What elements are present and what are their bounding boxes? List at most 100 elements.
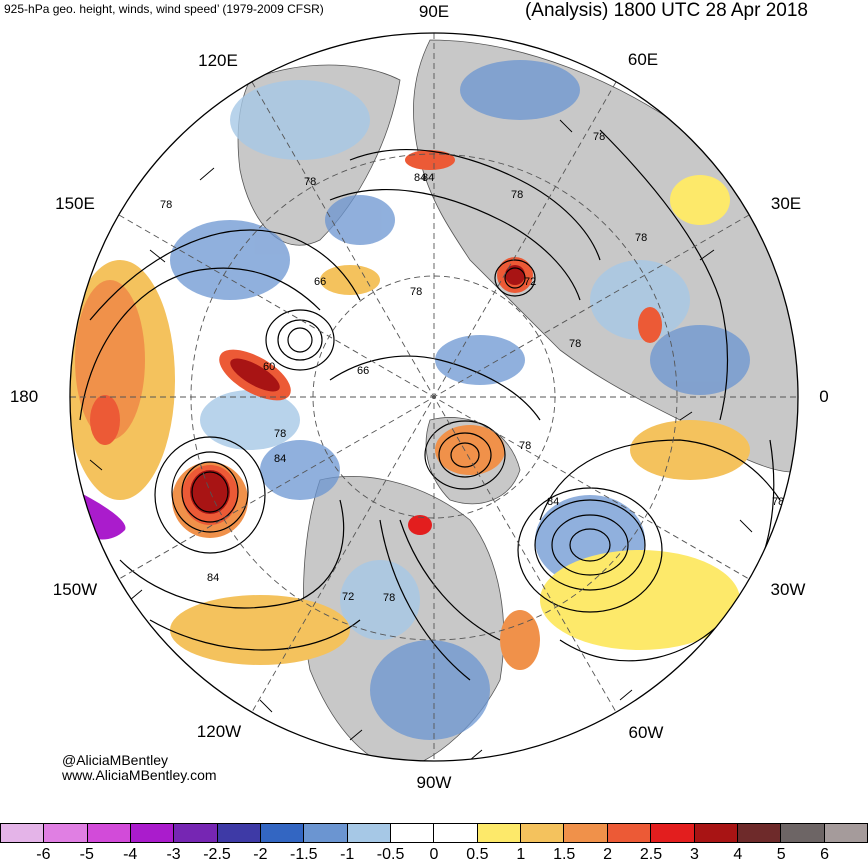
contour-line [379, 519, 471, 681]
anomaly-patch [500, 610, 540, 670]
contour-label: 78 [635, 232, 647, 244]
colorbar-cell [823, 823, 868, 843]
colorbar-cell [736, 823, 782, 843]
contour-line [265, 309, 335, 371]
colorbar-cell [346, 823, 392, 843]
lon-label-0: 0 [819, 387, 829, 406]
latitude-circle [190, 153, 678, 641]
credit-handle: @AliciaMBentley [62, 752, 169, 768]
colorbar-cell [43, 823, 88, 843]
contour-label: 84 [207, 572, 219, 584]
contour-label: 78 [511, 189, 523, 201]
colorbar-cell [216, 823, 262, 843]
anomaly-patch [435, 425, 505, 475]
contour-line [399, 519, 501, 641]
anomaly-patch [260, 440, 340, 500]
colorbar-cell [303, 823, 348, 843]
anomaly-patch [320, 265, 380, 295]
colorbar-cell [130, 823, 175, 843]
colorbar-cell [86, 823, 132, 843]
anomaly-patch [230, 358, 280, 392]
wind-barb [679, 411, 693, 421]
map-border [69, 32, 799, 762]
colorbar-tick-label: 2 [603, 846, 613, 863]
contour-label: 66 [314, 276, 326, 288]
contour-line [79, 267, 321, 421]
anomaly-patch [630, 420, 750, 480]
map-disc: 84 78 78 78 78 66 78 72 78 60 66 78 84 7… [70, 33, 798, 761]
contour-line [494, 259, 536, 297]
contour-line [89, 229, 361, 321]
wind-barb [149, 249, 166, 263]
anomaly-patch [170, 595, 350, 665]
anomaly-patch [90, 395, 120, 445]
colorbar-tick-label: 5 [776, 846, 786, 863]
contour-line [287, 327, 313, 353]
colorbar-tick-label: -2.5 [203, 846, 231, 863]
colorbar-labels: -6 -5 -4 -3 -2.5 -2 -1.5 -1 -0.5 0 0.5 1 1.5 2 2.5 3 4 5 6 [0, 846, 868, 865]
lon-label-60w: 60W [628, 723, 664, 742]
anomaly-patch [590, 260, 690, 340]
colorbar-tick-label: -5 [79, 846, 94, 863]
contour-label: 78 [569, 338, 581, 350]
latitude-circle [312, 275, 556, 519]
colorbar-tick-label: 1 [516, 846, 526, 863]
contour-line [569, 528, 611, 562]
colorbar-cell [260, 823, 305, 843]
colorbar-cell [563, 823, 608, 843]
contour-line [277, 319, 323, 361]
anomaly-patch [638, 307, 662, 343]
wind-barb [89, 459, 103, 471]
contour-line [551, 514, 629, 576]
colorbar-tick-label: -4 [123, 846, 138, 863]
contour-line [424, 420, 506, 490]
colorbar-cell [476, 823, 522, 843]
contour-label: 84 [414, 172, 426, 184]
contour-labels: 84 78 78 78 78 66 78 72 78 60 66 78 84 7… [160, 131, 784, 604]
light-negative-patches [200, 80, 690, 640]
contour-label: 84 [422, 172, 434, 184]
colorbar [0, 823, 868, 843]
lon-label-150e: 150E [55, 194, 95, 213]
colorbar-tick-label: 4 [733, 846, 743, 863]
colorbar-tick-label: 2.5 [639, 846, 663, 863]
contour-line [504, 267, 526, 289]
contour-label: 60 [263, 361, 275, 373]
wind-barb [619, 689, 633, 701]
polar-map: 84 78 78 78 78 66 78 72 78 60 66 78 84 7… [69, 32, 799, 762]
contour-line [329, 355, 541, 421]
colorbar-tick-label: -1 [340, 846, 355, 863]
lon-label-60e: 60E [627, 50, 659, 69]
contour-line [534, 499, 646, 591]
wind-barb [559, 119, 573, 133]
chart-title-left: 925-hPa geo. height, winds, wind speed’ … [4, 2, 324, 16]
colorbar-tick-label: -1.5 [290, 846, 318, 863]
colorbar-tick-label: 0.5 [466, 846, 489, 863]
colorbar-tick-label: 1.5 [553, 846, 576, 863]
wind-barbs [89, 119, 753, 761]
contour-label: 78 [160, 199, 172, 211]
contour-line [191, 471, 229, 513]
contour-line [119, 499, 345, 609]
wind-barb [739, 519, 753, 533]
anomaly-patch [650, 325, 750, 395]
anomaly-patch [670, 175, 730, 225]
anomaly-patch [370, 640, 490, 740]
colorbar-cell [693, 823, 738, 843]
contour-line [438, 432, 492, 478]
contour-label: 78 [410, 286, 422, 298]
lon-label-90e: 90E [418, 2, 450, 21]
wind-barb [699, 249, 715, 261]
colorbar-cell [650, 823, 695, 843]
wind-barb [259, 699, 273, 713]
contour-label: 78 [519, 440, 531, 452]
anomaly-patch [75, 280, 145, 440]
anomaly-patch [325, 195, 395, 245]
contour-line [517, 487, 663, 613]
graticule [70, 33, 798, 761]
contour-label: 84 [274, 453, 286, 465]
contour-line [539, 439, 781, 521]
wind-barb [199, 167, 215, 181]
colorbar-tick-label: 0 [429, 846, 439, 863]
colorbar-tick-label: -3 [166, 846, 181, 863]
